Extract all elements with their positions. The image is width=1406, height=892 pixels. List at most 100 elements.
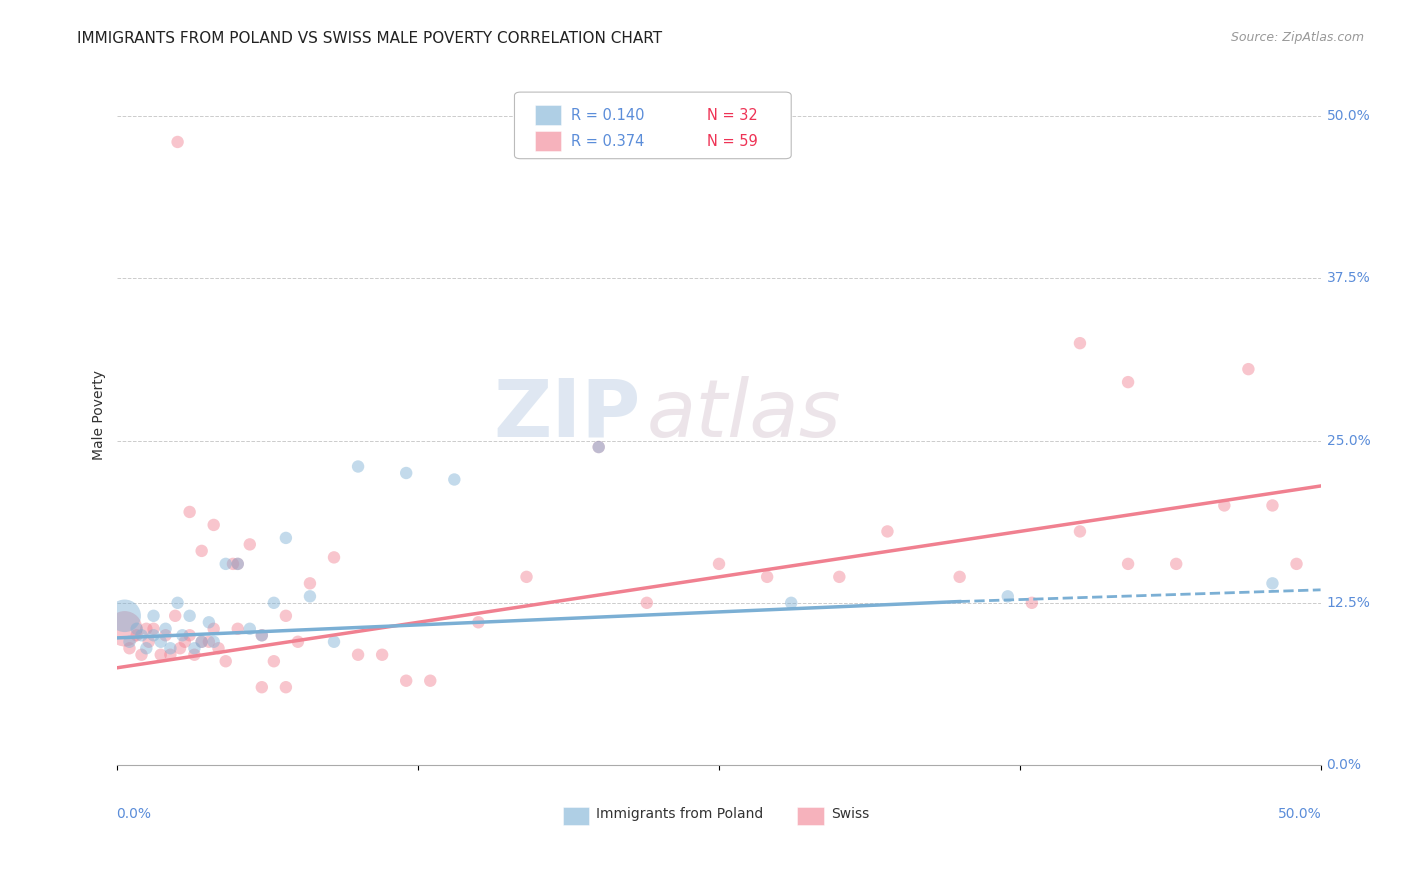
Point: [323, 550, 346, 565]
Point: [179, 505, 201, 519]
Point: [1116, 557, 1139, 571]
Point: [165, 608, 187, 623]
Point: [274, 531, 297, 545]
Point: [395, 673, 418, 688]
Point: [1069, 524, 1091, 539]
Point: [131, 648, 153, 662]
Point: [371, 648, 394, 662]
Point: [467, 615, 489, 630]
Text: Immigrants from Poland: Immigrants from Poland: [596, 807, 763, 822]
Point: [323, 634, 346, 648]
Point: [226, 557, 249, 571]
FancyBboxPatch shape: [534, 105, 561, 125]
Point: [179, 608, 201, 623]
Point: [179, 628, 201, 642]
Point: [949, 570, 972, 584]
Text: N = 32: N = 32: [707, 108, 758, 123]
Point: [274, 608, 297, 623]
Point: [298, 576, 321, 591]
Point: [198, 615, 221, 630]
Point: [215, 654, 238, 668]
Point: [263, 596, 285, 610]
Text: ZIP: ZIP: [494, 376, 641, 453]
Point: [198, 634, 221, 648]
Point: [876, 524, 898, 539]
Point: [172, 628, 194, 642]
Text: IMMIGRANTS FROM POLAND VS SWISS MALE POVERTY CORRELATION CHART: IMMIGRANTS FROM POLAND VS SWISS MALE POV…: [77, 31, 662, 46]
Point: [1069, 336, 1091, 351]
Point: [1237, 362, 1260, 376]
Point: [997, 590, 1019, 604]
Point: [443, 473, 465, 487]
Point: [155, 622, 177, 636]
Point: [636, 596, 658, 610]
Point: [202, 622, 225, 636]
Text: Source: ZipAtlas.com: Source: ZipAtlas.com: [1230, 31, 1364, 45]
Point: [169, 641, 191, 656]
Point: [173, 634, 195, 648]
Point: [226, 557, 249, 571]
Point: [1021, 596, 1043, 610]
Point: [138, 634, 160, 648]
Point: [155, 628, 177, 642]
Point: [298, 590, 321, 604]
Point: [207, 641, 229, 656]
Point: [118, 641, 141, 656]
Point: [222, 557, 245, 571]
Point: [202, 634, 225, 648]
Point: [190, 544, 212, 558]
Point: [131, 628, 153, 642]
Y-axis label: Male Poverty: Male Poverty: [93, 369, 107, 459]
Point: [347, 648, 370, 662]
Point: [142, 608, 165, 623]
Point: [707, 557, 730, 571]
Point: [190, 634, 212, 648]
Point: [159, 641, 181, 656]
Point: [250, 628, 273, 642]
Point: [1285, 557, 1308, 571]
FancyBboxPatch shape: [797, 807, 824, 825]
Point: [215, 557, 238, 571]
Text: 12.5%: 12.5%: [1327, 596, 1371, 610]
Point: [125, 628, 148, 642]
Point: [588, 440, 610, 454]
Point: [183, 648, 205, 662]
Text: 0.0%: 0.0%: [1327, 758, 1361, 772]
FancyBboxPatch shape: [515, 92, 792, 159]
Text: 37.5%: 37.5%: [1327, 271, 1371, 285]
Text: atlas: atlas: [647, 376, 842, 453]
Point: [125, 622, 148, 636]
Text: R = 0.374: R = 0.374: [571, 134, 644, 149]
Point: [114, 608, 136, 623]
Point: [142, 622, 165, 636]
Text: 50.0%: 50.0%: [1278, 807, 1322, 822]
Point: [166, 596, 188, 610]
Point: [1261, 576, 1284, 591]
Point: [135, 622, 157, 636]
Text: 0.0%: 0.0%: [117, 807, 152, 822]
Point: [263, 654, 285, 668]
Point: [395, 466, 418, 480]
Point: [588, 440, 610, 454]
Point: [419, 673, 441, 688]
Point: [114, 622, 136, 636]
Text: R = 0.140: R = 0.140: [571, 108, 644, 123]
Point: [515, 570, 537, 584]
Point: [149, 634, 172, 648]
Point: [287, 634, 309, 648]
Point: [239, 537, 262, 551]
Point: [202, 517, 225, 532]
Point: [780, 596, 803, 610]
FancyBboxPatch shape: [534, 131, 561, 151]
Text: 25.0%: 25.0%: [1327, 434, 1371, 448]
Point: [274, 680, 297, 694]
Point: [239, 622, 262, 636]
Point: [149, 648, 172, 662]
Point: [118, 634, 141, 648]
Point: [142, 628, 165, 642]
Point: [1261, 499, 1284, 513]
Point: [1213, 499, 1236, 513]
Point: [1116, 375, 1139, 389]
Point: [250, 628, 273, 642]
Point: [828, 570, 851, 584]
